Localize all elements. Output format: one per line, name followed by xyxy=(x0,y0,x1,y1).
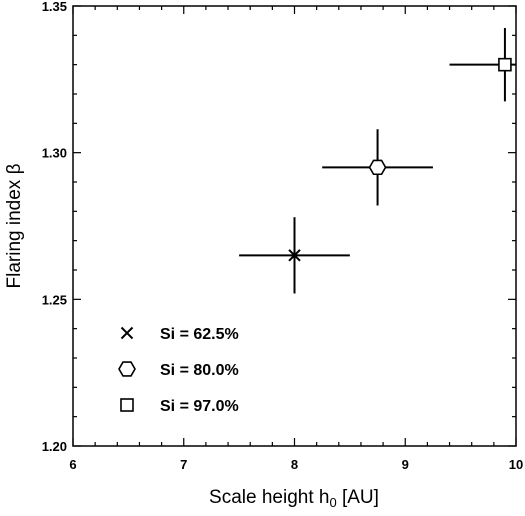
y-tick-label: 1.35 xyxy=(42,0,67,14)
x-tick-label: 8 xyxy=(291,457,298,472)
legend-item: Si = 62.5% xyxy=(120,326,239,343)
cross-marker xyxy=(288,249,301,262)
x-tick-label: 10 xyxy=(509,457,523,472)
legend-item: Si = 97.0% xyxy=(120,398,239,415)
y-axis-label: Flaring index β xyxy=(4,163,25,288)
legend-label: Si = 97.0% xyxy=(160,398,239,415)
data-point-cross xyxy=(239,217,350,294)
x-tick-label: 6 xyxy=(69,457,76,472)
x-tick-label: 9 xyxy=(402,457,409,472)
cross-stroke xyxy=(120,326,134,340)
y-tick-label: 1.25 xyxy=(42,292,67,307)
x-axis-label-unit: [AU] xyxy=(337,487,379,508)
legend: Si = 62.5% Si = 80.0% Si = 97.0% xyxy=(118,326,239,415)
cross-stroke xyxy=(288,249,301,262)
x-tick-label: 7 xyxy=(180,457,187,472)
tick-labels: 6 7 8 9 10 1.20 1.25 1.30 1.35 xyxy=(42,0,524,472)
axis-ticks xyxy=(72,5,517,447)
square-marker xyxy=(498,57,512,72)
legend-label: Si = 80.0% xyxy=(160,362,239,379)
legend-hexagon-icon xyxy=(118,361,136,377)
data-point-square xyxy=(449,28,516,102)
y-tick-label: 1.30 xyxy=(42,146,67,161)
series-layer xyxy=(239,28,516,294)
hexagon-marker xyxy=(368,159,387,176)
legend-cross-icon xyxy=(120,326,134,340)
legend-square-icon xyxy=(120,398,134,412)
legend-item: Si = 80.0% xyxy=(118,361,239,379)
legend-label: Si = 62.5% xyxy=(160,326,239,343)
data-point-hexagon xyxy=(322,129,433,206)
y-tick-label: 1.20 xyxy=(42,439,67,454)
x-axis-label: Scale height h0 [AU] xyxy=(209,487,379,510)
x-axis-label-subscript: 0 xyxy=(329,495,336,510)
